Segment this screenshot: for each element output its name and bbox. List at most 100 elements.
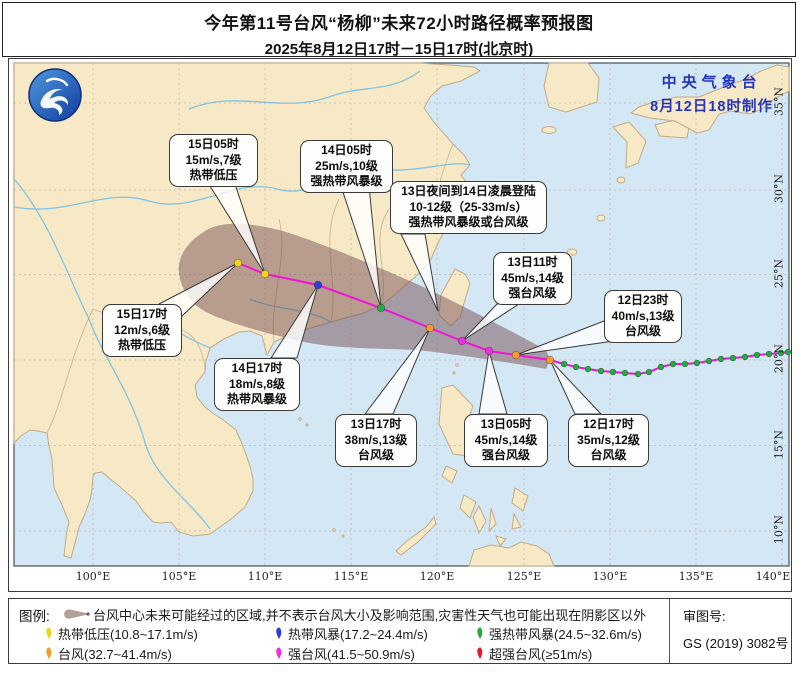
forecast-callout: 13日05时 45m/s,14级 强台风级 <box>464 414 548 467</box>
page-title: 今年第11号台风“杨柳”未来72小时路径概率预报图 <box>204 14 594 33</box>
forecast-callout: 12日17时 35m/s,12级 台风级 <box>568 414 649 467</box>
past-track-point <box>765 350 773 358</box>
past-track-point <box>634 370 642 378</box>
jeju-island <box>541 126 557 134</box>
callout-line: 12日17时 <box>583 417 634 431</box>
lon-tick-label: 105°E <box>161 570 197 583</box>
callout-line: 13日17时 <box>350 417 402 431</box>
legend-cone-note: 台风中心未来可能经过的区域,并不表示台风大小及影响范围,灾害性天气也可能出现在阴… <box>93 608 647 623</box>
callout-line: 12m/s,6级 <box>113 322 171 337</box>
title-bar: 今年第11号台风“杨柳”未来72小时路径概率预报图 2025年8月12日17时－… <box>2 2 796 58</box>
forecast-track-point <box>511 350 521 360</box>
forecast-callout: 13日11时 45m/s,14级 强台风级 <box>493 252 572 305</box>
track-points <box>233 258 792 378</box>
forecast-callout: 14日17时 18m/s,8级 热带风暴级 <box>214 358 300 411</box>
map-review-number: 审图号: GS (2019) 3082号 <box>669 599 792 663</box>
forecast-callout: 13日夜间到14日凌晨登陆 10-12级（25-33m/s） 强热带风暴级或台风级 <box>390 181 547 234</box>
legend-item: 台风(32.7~41.4m/s) <box>43 644 172 663</box>
legend-item-label: 台风(32.7~41.4m/s) <box>58 647 172 662</box>
legend-item: 强台风(41.5~50.9m/s) <box>273 644 415 663</box>
cone-icon <box>64 609 90 619</box>
callout-line: 14日05时 <box>321 143 372 157</box>
legend-item: 超强台风(≥51m/s) <box>474 644 592 663</box>
lon-tick-label: 120°E <box>419 570 455 583</box>
lon-tick-label: 135°E <box>678 570 714 583</box>
legend-item: 热带低压(10.8~17.1m/s) <box>43 624 198 643</box>
lat-tick-label: 35°N <box>772 86 786 117</box>
callout-line: 台风级 <box>624 324 661 339</box>
callout-line: 14日17时 <box>231 361 283 375</box>
past-track-point <box>584 365 592 373</box>
forecast-callout: 15日17时 12m/s,6级 热带低压 <box>102 304 182 357</box>
agency-name: 中央气象台 <box>661 74 762 91</box>
callout-line: 45m/s,14级 <box>501 270 564 285</box>
callout-line: 13日05时 <box>480 417 532 431</box>
callout-line: 25m/s,10级 <box>315 158 378 173</box>
lat-tick-label: 10°N <box>772 514 786 545</box>
callout-line: 10-12级（25-33m/s） <box>409 199 528 214</box>
bohol <box>495 535 507 547</box>
review-label: 审图号: <box>683 609 726 624</box>
forecast-track-point <box>376 303 386 313</box>
past-track-point <box>693 359 701 367</box>
negros <box>472 504 487 535</box>
forecast-cone <box>178 223 551 369</box>
past-track-point <box>609 368 617 376</box>
mindoro <box>441 465 458 484</box>
mindanao <box>468 541 555 567</box>
forecast-track-point <box>545 355 555 365</box>
review-number: GS (2019) 3082号 <box>683 636 789 651</box>
amami <box>596 214 606 222</box>
forecast-track-point <box>313 280 323 290</box>
past-track-point <box>753 351 761 359</box>
past-track-point <box>572 363 580 371</box>
callout-line: 热带风暴级 <box>226 392 287 407</box>
typhoon-marker-icon <box>46 627 52 639</box>
lat-tick-label: 30°N <box>772 173 786 204</box>
tanegashima <box>616 176 626 184</box>
lon-tick-label: 125°E <box>506 570 542 583</box>
lat-tick-label: 15°N <box>772 429 786 459</box>
forecast-track-point <box>457 336 467 346</box>
past-track-point <box>705 357 713 365</box>
lon-tick-label: 140°E <box>755 570 791 583</box>
callout-line: 强热带风暴级或台风级 <box>408 215 529 230</box>
leyte <box>511 512 522 530</box>
past-track-point <box>669 360 677 368</box>
forecast-callout: 14日05时 25m/s,10级 强热带风暴级 <box>300 140 393 193</box>
legend-item-label: 热带风暴(17.2~24.4m/s) <box>288 627 428 642</box>
callout-line: 热带低压 <box>117 338 166 353</box>
past-track-point <box>657 363 665 371</box>
callout-line: 15日17时 <box>116 307 168 321</box>
forecast-callout: 12日23时 40m/s,13级 台风级 <box>604 290 682 343</box>
forecast-callout: 13日17时 38m/s,13级 台风级 <box>335 414 417 467</box>
legend-item: 强热带风暴(24.5~32.6m/s) <box>474 624 642 643</box>
callout-line: 18m/s,8级 <box>228 376 286 391</box>
callout-line: 12日23时 <box>617 293 669 307</box>
typhoon-marker-icon <box>477 627 483 639</box>
callout-line: 台风级 <box>357 448 394 463</box>
past-track-point <box>729 354 737 362</box>
past-track-point <box>777 349 785 357</box>
callout-line: 强台风级 <box>481 448 530 463</box>
legend-item-label: 超强台风(≥51m/s) <box>489 647 593 662</box>
typhoon-marker-icon <box>46 647 52 659</box>
forecast-map: 中央气象台 8月12日18时制作 100°E 105°E 110°E 115°E 120… <box>8 58 792 592</box>
forecast-track-point <box>233 258 243 268</box>
legend-item-label: 强热带风暴(24.5~32.6m/s) <box>489 627 642 642</box>
agency-made-time: 8月12日18时制作 <box>650 99 773 115</box>
lon-tick-label: 110°E <box>247 570 283 583</box>
callout-line: 台风级 <box>590 448 627 463</box>
callout-line: 45m/s,14级 <box>474 432 538 447</box>
lon-tick-label: 130°E <box>592 570 628 583</box>
callout-line: 强台风级 <box>508 286 557 301</box>
callout-line: 热带低压 <box>189 168 238 183</box>
callout-line: 强热带风暴级 <box>310 174 383 189</box>
callout-line: 13日夜间到14日凌晨登陆 <box>401 184 536 199</box>
callout-leader <box>400 233 439 312</box>
forecast-track-point <box>260 269 270 279</box>
typhoon-marker-icon <box>276 647 282 659</box>
forecast-track-point <box>425 323 435 333</box>
callout-leaders <box>158 177 622 415</box>
forecast-track-point <box>484 346 494 356</box>
